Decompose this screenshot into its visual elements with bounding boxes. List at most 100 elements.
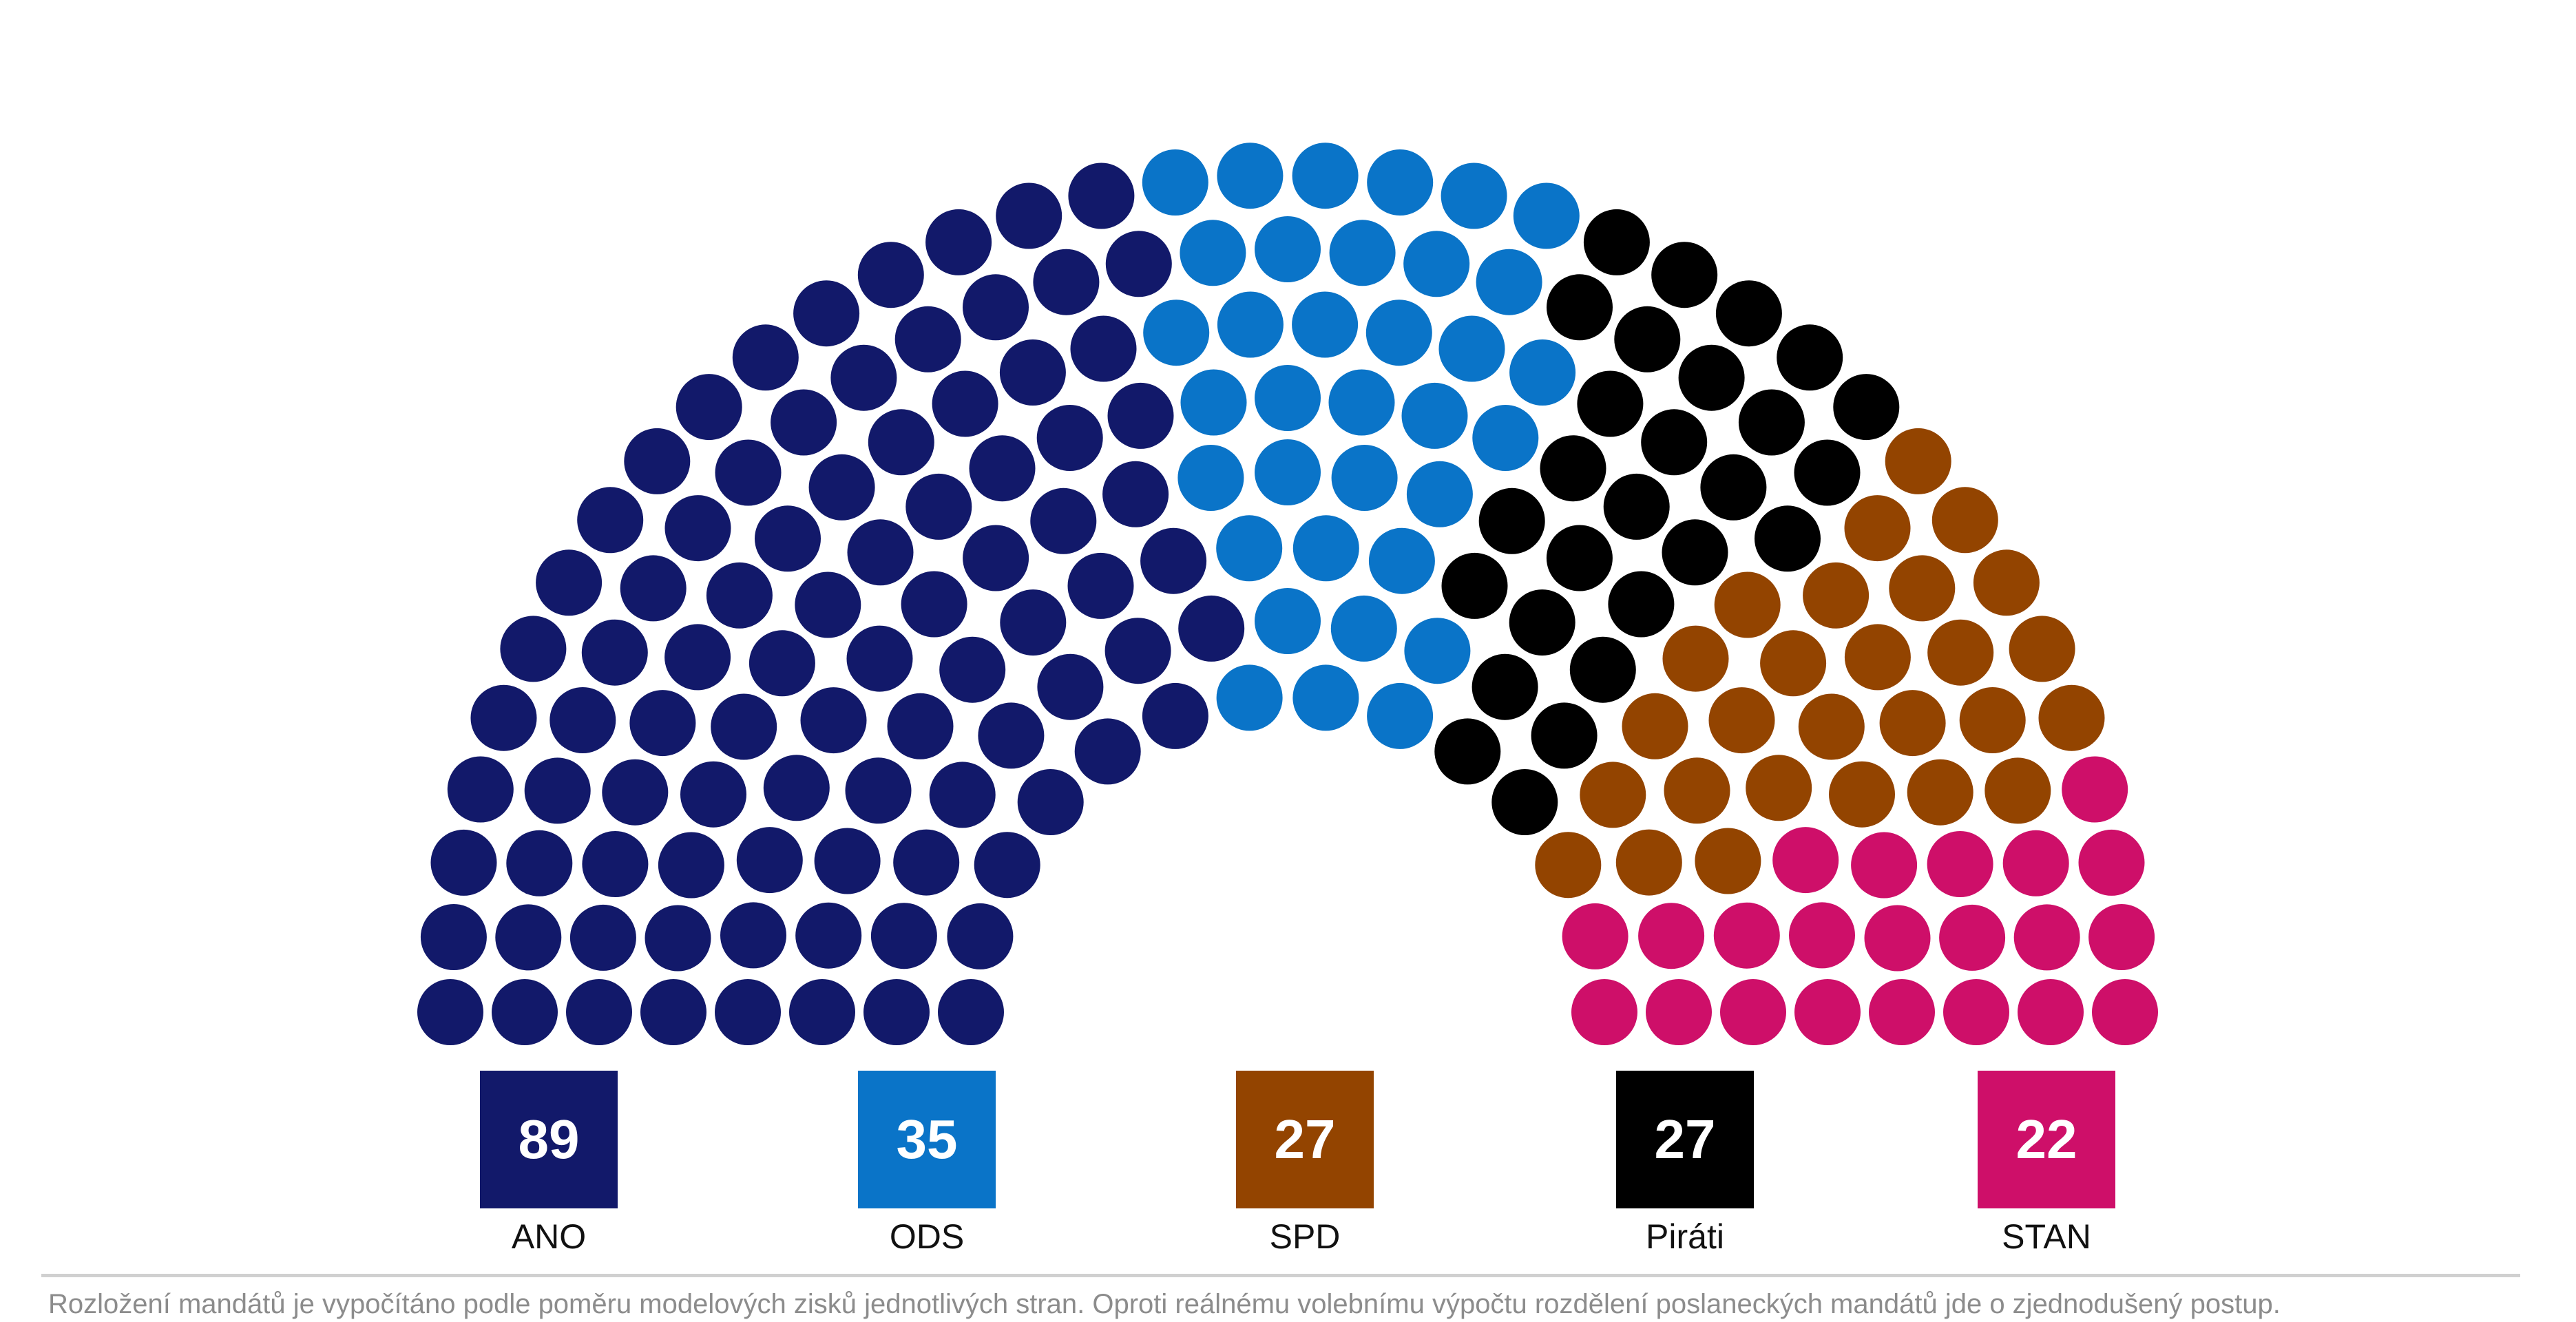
seat-39 [800,687,867,754]
seat-158 [1931,487,1998,554]
seat-26 [470,684,537,751]
seat-87 [1068,162,1135,229]
legend-item-ods: 35 ODS [858,1071,996,1257]
seat-125 [1547,274,1613,341]
seat-108 [1328,369,1395,436]
legend-value-spd: 27 [1274,1109,1336,1170]
seat-98 [1217,143,1284,209]
seat-75 [925,209,992,275]
seat-40 [929,762,996,828]
legend-value-ods: 35 [896,1109,958,1170]
seat-123 [1509,339,1576,406]
seat-36 [845,757,912,824]
seat-121 [1367,682,1434,749]
seat-200 [1869,979,1935,1045]
seat-61 [1074,718,1141,785]
seat-69 [857,242,924,308]
seat-194 [1646,979,1712,1045]
seat-54 [676,374,742,441]
seat-153 [1885,428,1951,494]
seat-101 [1255,216,1321,282]
seat-15 [430,829,497,896]
seat-84 [1070,315,1137,382]
seat-58 [808,454,875,521]
seat-192 [2088,904,2155,970]
seat-168 [1798,693,1865,760]
seat-5 [640,979,706,1045]
seat-150 [1755,505,1821,572]
seat-23 [524,757,591,824]
seat-191 [2013,904,2080,971]
seat-63 [868,409,934,476]
seat-132 [1651,242,1718,308]
seat-172 [1615,829,1682,896]
seat-30 [763,755,830,821]
seat-55 [939,636,1006,703]
seat-104 [1292,291,1359,358]
seat-166 [1927,619,1994,686]
seat-9 [420,904,487,970]
seat-182 [1851,832,1918,899]
seat-12 [645,905,711,972]
seat-45 [887,693,954,759]
seat-154 [1662,625,1729,692]
seat-25 [814,828,881,894]
footnote-divider [41,1274,2520,1277]
seat-152 [1714,571,1781,638]
seat-62 [905,473,972,540]
seat-163 [1844,624,1911,691]
seat-149 [1794,439,1861,506]
seat-126 [1583,209,1650,275]
seat-105 [1292,515,1359,582]
seat-32 [500,616,567,682]
seat-181 [1562,903,1629,969]
seat-157 [1803,562,1870,629]
seat-118 [1406,461,1473,527]
seat-37 [536,549,603,616]
seat-162 [1708,687,1775,754]
seat-195 [1720,979,1786,1045]
seat-131 [1614,306,1681,373]
seat-56 [847,519,914,586]
seat-41 [620,555,687,622]
seat-167 [1535,832,1602,899]
seat-66 [793,280,860,347]
seat-164 [1973,549,2040,616]
seat-78 [999,339,1066,406]
seat-115 [1401,382,1468,449]
seat-83 [1102,461,1169,527]
seat-142 [1738,389,1805,456]
seat-16 [870,903,937,969]
legend-item-spd: 27 SPD [1236,1071,1374,1257]
seat-34 [711,693,777,760]
seat-102 [1255,365,1321,431]
seat-140 [1603,473,1670,540]
seat-42 [748,630,815,697]
seat-89 [1105,231,1172,297]
seat-136 [1472,653,1538,720]
seat-70 [894,306,961,373]
seat-193 [1794,979,1861,1045]
seat-161 [1889,555,1956,622]
seat-145 [1662,519,1728,586]
footnote: Rozložení mandátů je vypočítáno podle po… [48,1289,2281,1319]
seat-93 [1216,664,1283,731]
seat-173 [1959,687,2026,753]
seat-68 [963,525,1029,591]
seat-88 [1178,595,1245,662]
legend-item-stan: 22 STAN [1978,1071,2115,1257]
seat-35 [581,619,648,686]
seat-178 [1985,757,2051,824]
seat-79 [1142,682,1208,749]
seat-147 [1833,374,1900,441]
seat-180 [2062,756,2128,823]
seat-138 [1641,409,1708,476]
legend-value-ano: 89 [518,1109,580,1170]
seat-111 [1365,300,1432,366]
seat-1 [938,979,1004,1045]
parliament-hemicycle [417,143,2158,1045]
legend-label-spd: SPD [1269,1217,1341,1256]
seat-114 [1441,162,1507,229]
legend-item-pirati: 27 Piráti [1616,1071,1754,1257]
seat-43 [577,487,644,554]
